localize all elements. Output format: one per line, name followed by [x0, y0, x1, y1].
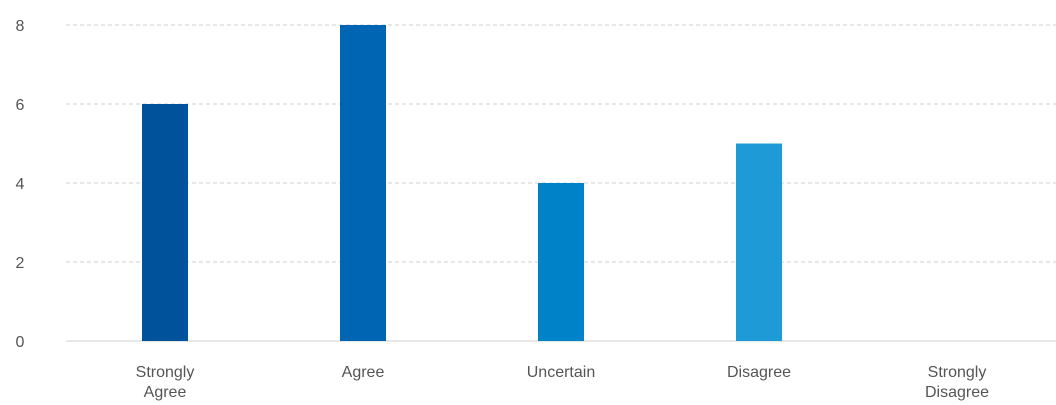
bar — [736, 143, 782, 341]
x-category-label: Disagree — [727, 364, 791, 381]
x-category-label: Strongly Agree — [136, 364, 195, 401]
bar — [142, 104, 188, 341]
bars — [142, 25, 782, 341]
y-tick-label: 0 — [16, 334, 25, 351]
y-tick-label: 2 — [16, 255, 25, 272]
x-category-label: Uncertain — [527, 364, 595, 381]
bar — [538, 183, 584, 341]
x-axis-labels: Strongly Agree Agree Uncertain Disagree Stron… — [136, 364, 989, 401]
y-tick-label: 6 — [16, 97, 25, 114]
bar — [340, 25, 386, 341]
y-tick-label: 4 — [16, 176, 25, 193]
x-category-label: Strongly Disagree — [925, 364, 989, 401]
x-category-label: Agree — [342, 364, 385, 381]
y-axis-ticks: 0 2 4 6 8 — [16, 18, 25, 351]
y-tick-label: 8 — [16, 18, 25, 35]
